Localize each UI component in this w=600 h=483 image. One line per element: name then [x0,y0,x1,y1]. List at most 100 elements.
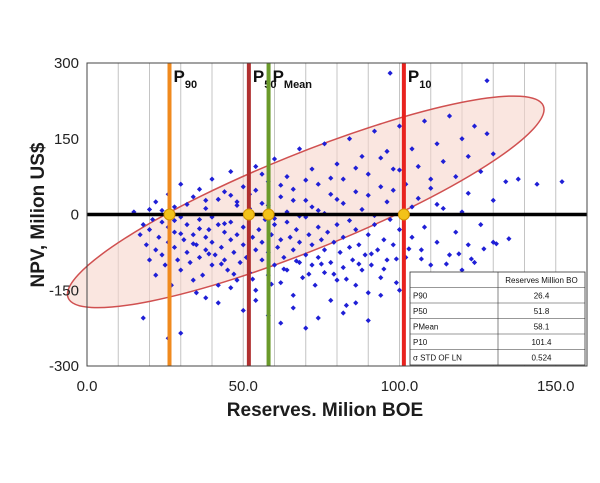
data-point [306,271,312,277]
data-point [434,141,440,147]
data-point [381,237,387,243]
data-point [418,256,424,262]
percentile-label-subscript: 10 [419,79,431,91]
data-point [434,201,440,207]
data-point [140,315,146,321]
data-point [290,186,296,192]
data-point [156,234,162,240]
data-point [353,165,359,171]
data-point [340,200,346,206]
y-axis-title: NPV, Milion US$ [28,142,49,287]
data-point [353,189,359,195]
data-point [284,174,290,180]
data-point [378,184,384,190]
y-tick-label: 300 [54,55,79,72]
data-point [378,275,384,281]
data-point [209,176,215,182]
data-point [321,141,328,147]
data-point [459,267,465,273]
x-tick-label: 150.0 [537,378,575,395]
data-point [434,239,440,245]
data-point [228,168,234,175]
data-point [334,196,340,202]
data-point [234,202,240,209]
intersection-marker [242,208,255,221]
data-point [237,259,243,266]
data-point [340,310,346,316]
data-point [281,266,287,272]
data-point [278,182,284,188]
data-point [340,176,346,182]
data-point [290,247,296,253]
data-point [259,171,265,177]
data-point [271,262,278,268]
x-tick-label: 100.0 [381,378,419,395]
data-point [178,181,184,187]
data-point [421,118,428,124]
data-point [190,194,196,200]
data-point [393,280,399,286]
data-point [453,229,459,235]
data-point [381,266,387,272]
table-row-value: 26.4 [534,292,550,301]
table-row-value: 51.8 [534,307,550,316]
data-point [234,232,240,238]
data-point [312,282,318,288]
data-point [190,277,196,283]
data-point [300,275,306,281]
data-point [171,217,178,224]
data-point [278,237,284,243]
data-point [303,197,309,203]
data-point [346,217,353,224]
data-point [340,264,346,271]
data-point [196,186,203,192]
data-point [303,177,309,183]
data-point [215,196,221,202]
data-point [365,192,371,198]
data-point [240,307,246,314]
intersection-marker [397,208,410,221]
data-point [321,247,328,253]
data-point [428,185,434,191]
data-point [365,317,371,324]
data-point [184,222,190,228]
data-point [484,131,490,137]
data-point [196,254,203,261]
data-point [309,166,315,172]
percentile-label-subscript: Mean [284,79,312,91]
data-point [175,257,181,263]
data-point [228,285,234,291]
data-point [396,287,403,293]
plot-border [86,62,588,367]
data-point [178,267,184,273]
data-point [453,174,459,180]
data-point [440,205,446,212]
data-point [290,292,296,298]
data-point [284,219,290,225]
data-point [318,261,324,267]
data-point [150,216,156,223]
data-point [221,257,228,263]
data-point [396,123,403,129]
data-point [253,297,259,303]
data-point [465,153,471,160]
data-point [171,244,178,250]
y-tick-label: -300 [49,358,79,375]
data-point [481,246,487,252]
data-point [428,176,434,182]
data-point [334,277,340,283]
data-point [153,247,159,253]
data-point [387,216,393,223]
data-point [250,276,256,282]
data-point [215,282,221,288]
data-point [209,262,215,268]
data-point [387,70,393,76]
y-tick-label: -150 [49,282,79,299]
intersection-marker [262,208,275,221]
data-point [471,123,478,129]
plot-area: P90P50PMeanP103001500-150-3000.050.0100.… [49,55,588,395]
x-axis-title: Reserves. Milion BOE [227,400,423,421]
data-point [159,207,165,214]
data-point [228,219,234,225]
